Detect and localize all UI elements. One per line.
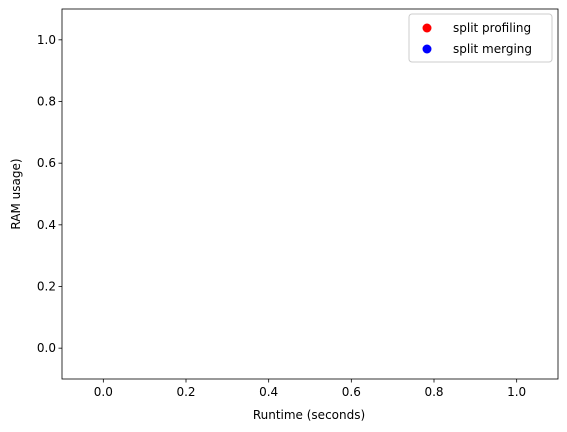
y-tick-label: 0.6: [37, 156, 56, 170]
legend-marker: [422, 23, 432, 33]
x-tick-label: 0.0: [94, 385, 113, 399]
y-tick-label: 0.2: [37, 280, 56, 294]
x-tick-label: 1.0: [507, 385, 526, 399]
x-axis: 0.0 0.2 0.4 0.6 0.8 1.0: [94, 379, 526, 399]
x-tick-label: 0.2: [176, 385, 195, 399]
y-tick-label: 0.0: [37, 341, 56, 355]
y-tick-label: 0.8: [37, 95, 56, 109]
legend-box: [408, 13, 553, 63]
x-axis-label: Runtime (seconds): [253, 408, 365, 422]
y-tick-label: 0.4: [37, 218, 56, 232]
legend-label: split merging: [453, 42, 532, 56]
x-tick-label: 0.6: [342, 385, 361, 399]
x-tick-label: 0.8: [424, 385, 443, 399]
legend-marker: [422, 44, 432, 54]
legend: split profiling split merging: [408, 13, 553, 63]
legend-label: split profiling: [453, 21, 531, 35]
plot-area: [61, 8, 559, 380]
x-tick-label: 0.4: [259, 385, 278, 399]
y-axis-label: RAM usage): [9, 158, 23, 229]
y-tick-label: 1.0: [37, 33, 56, 47]
plot-frame: [61, 8, 559, 380]
y-axis: 0.0 0.2 0.4 0.6 0.8 1.0: [37, 33, 62, 355]
